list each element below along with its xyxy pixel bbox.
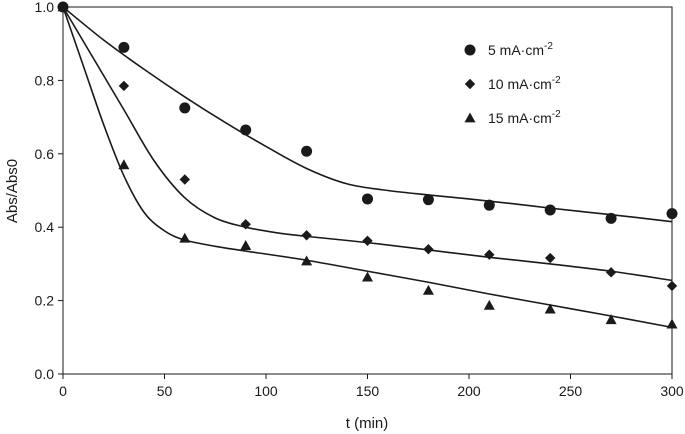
y-tick-label: 1.0 [35, 0, 55, 15]
data-point-triangle [422, 284, 434, 295]
plot-frame [62, 6, 673, 375]
data-point-triangle [362, 271, 373, 282]
x-tick-label: 100 [254, 383, 278, 399]
legend-label: 15 mA·cm-2 [488, 109, 561, 126]
data-point-diamond [118, 80, 130, 92]
data-point-diamond [301, 230, 312, 241]
x-axis-label: t (min) [346, 415, 389, 432]
legend-marker-circle [464, 44, 476, 56]
data-point-diamond [666, 280, 678, 292]
x-tick-label: 50 [157, 383, 173, 399]
x-tick-label: 150 [356, 383, 380, 399]
x-tick-label: 250 [559, 383, 583, 399]
data-point-circle [544, 204, 556, 216]
y-tick-label: 0.0 [35, 366, 55, 382]
data-point-circle [362, 193, 373, 205]
data-point-triangle [605, 314, 617, 325]
data-point-triangle [483, 299, 495, 310]
data-point-circle [605, 212, 617, 224]
x-tick-label: 0 [59, 383, 67, 399]
data-point-diamond [423, 244, 434, 255]
data-point-triangle [179, 232, 191, 243]
data-point-triangle [240, 240, 252, 250]
x-tick-label: 200 [457, 383, 481, 399]
data-points [57, 1, 678, 329]
legend-label: 10 mA·cm-2 [488, 75, 561, 92]
fit-curve-diamond [62, 6, 673, 282]
data-point-triangle [118, 159, 130, 170]
data-point-diamond [362, 235, 373, 246]
data-point-triangle [666, 318, 678, 329]
data-point-diamond [484, 249, 495, 260]
fit-curve-triangle [62, 6, 673, 329]
legend-label: 5 mA·cm-2 [488, 41, 553, 58]
data-point-triangle [57, 1, 69, 12]
legend-marker-diamond [464, 78, 476, 90]
legend-marker-triangle [464, 112, 476, 123]
x-tick-label: 300 [660, 383, 684, 399]
data-point-circle [422, 194, 434, 206]
data-point-circle [483, 199, 495, 211]
fit-curve-circle [62, 6, 673, 223]
y-tick-label: 0.8 [35, 72, 55, 88]
data-point-diamond [179, 174, 190, 185]
fit-curves [62, 6, 673, 329]
data-point-triangle [544, 303, 556, 314]
y-tick-label: 0.2 [35, 293, 55, 309]
axis-ticks: 0 50 100 150 200 250 300 0.0 0.2 0.4 0.6 0.8 1.0 [35, 0, 684, 399]
y-axis-label: Abs/Abs0 [4, 159, 21, 223]
data-point-circle [179, 102, 191, 114]
y-tick-label: 0.4 [35, 219, 55, 235]
data-point-diamond [545, 252, 556, 264]
data-point-triangle [301, 255, 313, 266]
data-point-circle [666, 208, 678, 220]
data-point-circle [240, 124, 252, 136]
data-point-diamond [605, 267, 617, 278]
legend: 5 mA·cm-2 10 mA·cm-2 15 mA·cm-2 [464, 41, 561, 126]
data-point-diamond [240, 219, 251, 230]
data-point-circle [301, 145, 313, 157]
y-tick-label: 0.6 [35, 146, 55, 162]
data-point-circle [118, 41, 130, 53]
